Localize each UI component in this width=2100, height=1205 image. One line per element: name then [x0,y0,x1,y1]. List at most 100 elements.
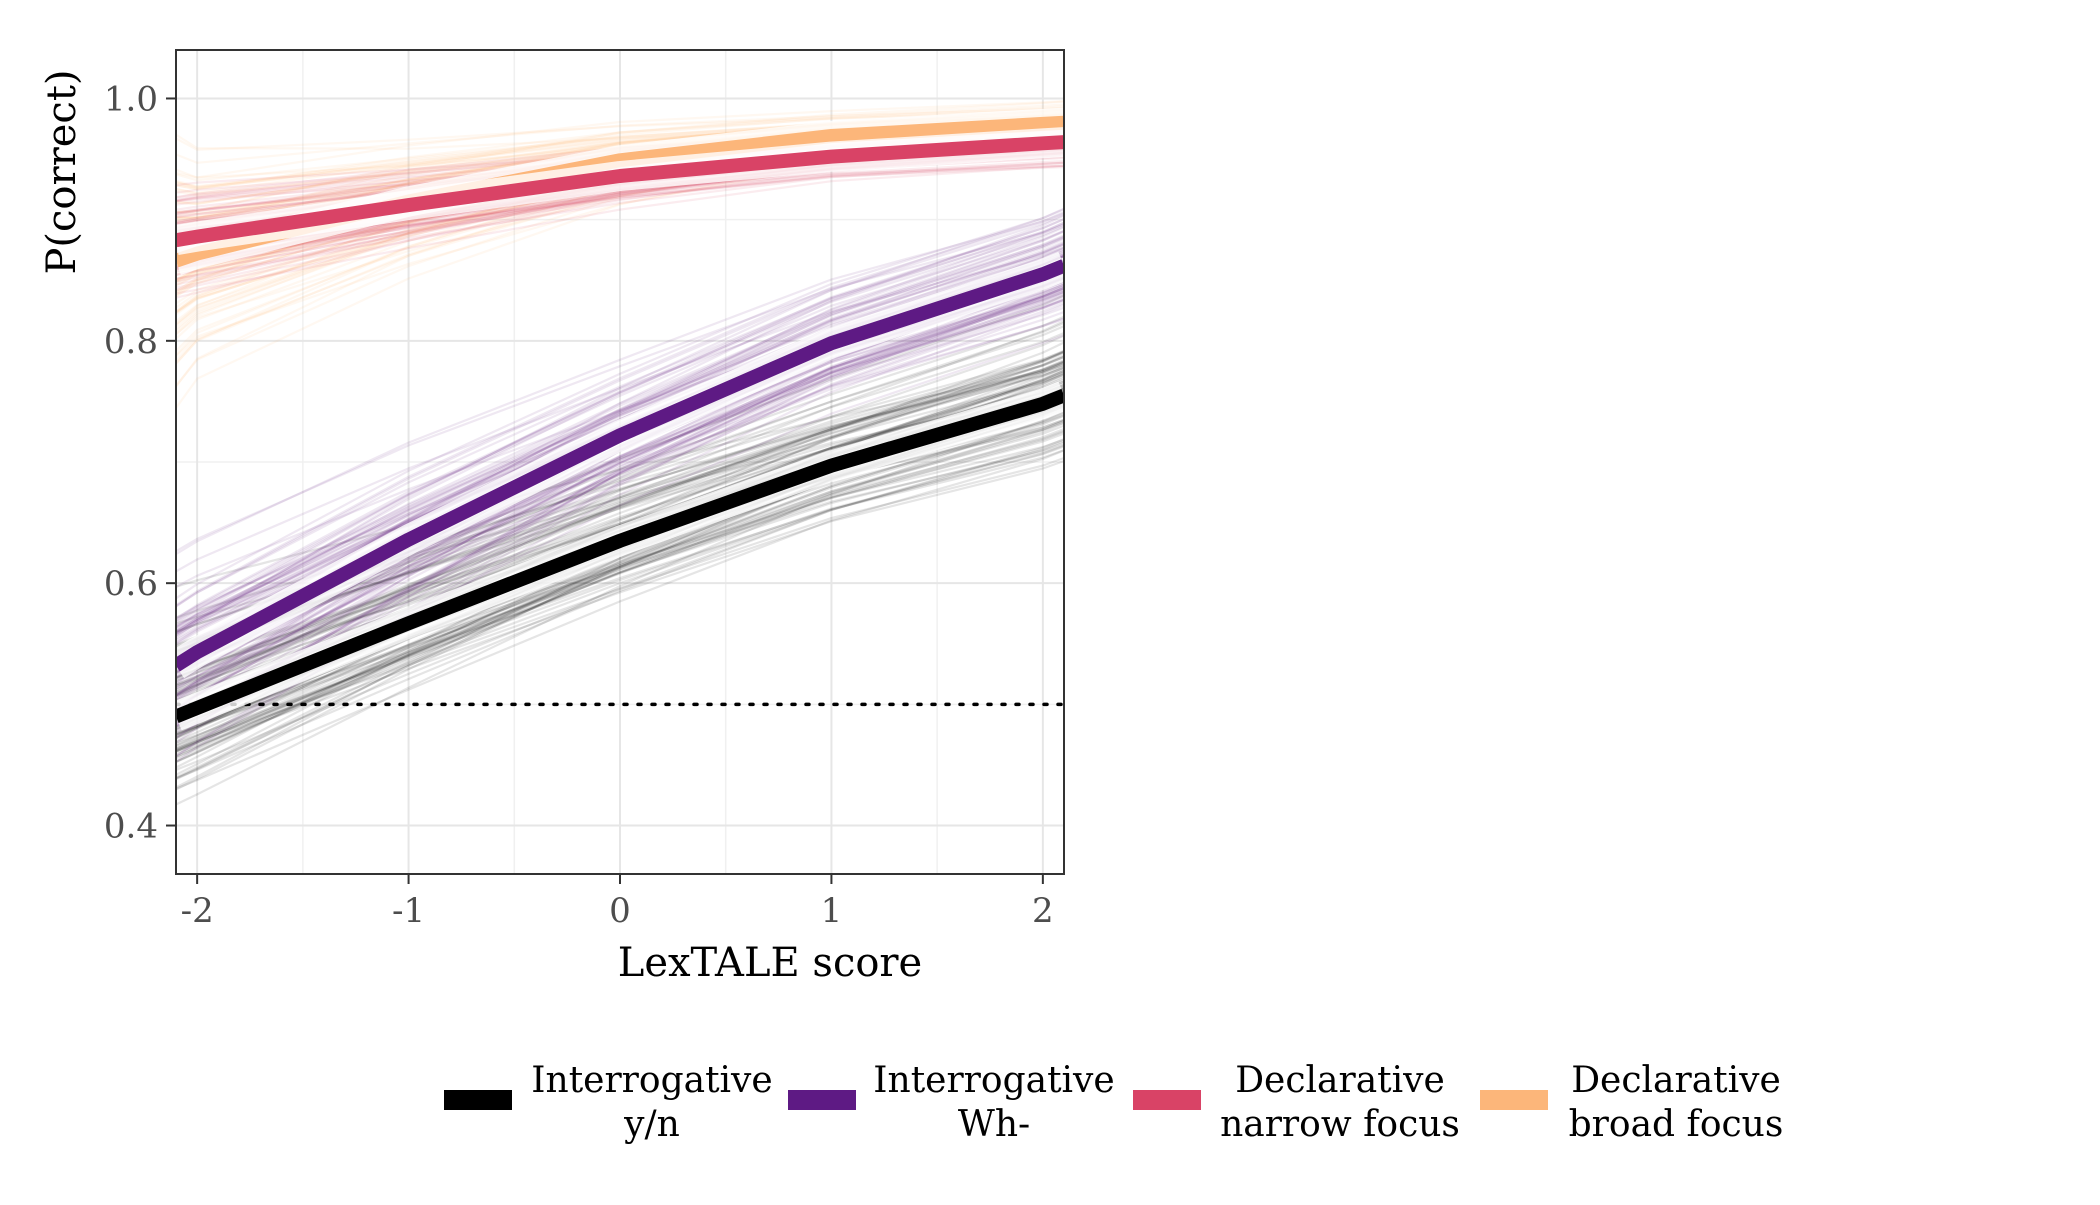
draw-line [176,456,1064,750]
draw-line [176,351,1064,690]
draw-line [176,217,1064,636]
draw-line [176,320,1064,697]
draw-line [176,242,1064,644]
draw-line [176,208,1064,600]
draw-line [176,223,1064,553]
draw-line [176,236,1064,636]
mean-line-interrogative-wh- [176,259,1064,672]
draw-line [176,303,1064,758]
draw-line [176,432,1064,736]
x-tick-label: -2 [181,891,214,931]
draw-line [176,361,1064,695]
y-tick-label: 0.6 [104,564,158,604]
draw-line [176,424,1064,736]
draw-line [176,164,1064,295]
draw-line [176,349,1064,692]
mean-line-declarative-narrow-focus [176,135,1064,248]
y-tick-label: 1.0 [104,79,158,119]
legend-label-line2: y/n [623,1104,680,1145]
draw-line [176,427,1064,750]
x-tick-label: 0 [609,891,631,931]
draw-line [176,334,1064,693]
draw-line [176,106,1064,164]
draw-line [176,414,1064,753]
draw-line [176,355,1064,683]
legend: Interrogativey/nInterrogativeWh-Declarat… [444,1060,1783,1145]
legend-label-line1: Declarative [1571,1060,1781,1101]
draw-line [176,411,1064,758]
draw-line [176,310,1064,690]
draw-line [176,211,1064,607]
draw-line [176,246,1064,573]
draw-line [176,290,1064,697]
draw-line [176,366,1064,619]
legend-key [444,1090,512,1110]
draw-line [176,363,1064,633]
legend-label-line1: Interrogative [873,1060,1114,1101]
draw-line [176,350,1064,634]
draw-line [176,449,1064,735]
y-axis-title: P(correct) [39,70,85,275]
mean-line-declarative-broad-focus [176,115,1064,268]
draw-line [176,363,1064,588]
axes: -2 -1 0 1 2 0.4 0.6 0.8 1.0 [104,79,1054,931]
draw-line [176,243,1064,635]
draw-line [176,221,1064,626]
legend-label-line1: Interrogative [531,1060,772,1101]
draw-line [176,212,1064,556]
legend-label-line2: narrow focus [1220,1104,1460,1145]
draw-line [176,421,1064,756]
y-tick-label: 0.4 [104,807,158,847]
x-axis-title: LexTALE score [618,940,922,986]
draw-line [176,412,1064,753]
draw-line [176,103,1064,214]
draw-line [176,430,1064,748]
mean-lines [176,107,1064,731]
draw-line [176,459,1064,754]
draw-line [176,285,1064,758]
legend-label-line2: Wh- [958,1104,1030,1145]
legend-key [788,1090,856,1110]
draw-line [176,341,1064,740]
draw-line [176,287,1064,699]
draw-line [176,229,1064,621]
draw-line [176,350,1064,696]
y-tick-label: 0.8 [104,322,158,362]
x-tick-label: 2 [1032,891,1054,931]
draw-line [176,217,1064,629]
legend-label-line2: broad focus [1569,1104,1784,1145]
x-tick-label: -1 [392,891,425,931]
mean-line-interrogative-y-n [176,388,1064,723]
draw-line [176,410,1064,806]
draw-line [176,444,1064,753]
draw-line [176,372,1064,789]
draw-line [176,449,1064,790]
legend-key [1133,1090,1201,1110]
draw-line [176,294,1064,690]
draw-line [176,286,1064,763]
draw-line [176,100,1064,179]
legend-label-line1: Declarative [1235,1060,1445,1101]
draw-line [176,235,1064,632]
draw-line [176,419,1064,753]
draw-line [176,207,1064,638]
draw-line [176,162,1064,280]
draw-line [176,287,1064,700]
draw-line [176,213,1064,608]
legend-key [1480,1090,1548,1110]
draw-line [176,105,1064,214]
draw-line [176,440,1064,771]
draw-line [176,223,1064,608]
draw-line [176,419,1064,760]
x-tick-label: 1 [821,891,843,931]
draw-line [176,225,1064,620]
draw-line [176,445,1064,744]
draw-line [176,438,1064,780]
draw-line [176,248,1064,633]
